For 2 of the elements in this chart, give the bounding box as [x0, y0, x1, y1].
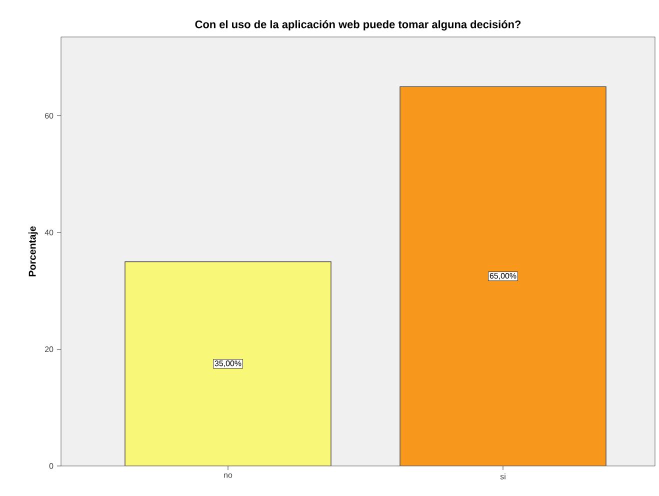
- y-axis-title: Porcentaje: [28, 226, 38, 276]
- chart-title: Con el uso de la aplicación web puede tomar alguna decisión?: [195, 20, 521, 30]
